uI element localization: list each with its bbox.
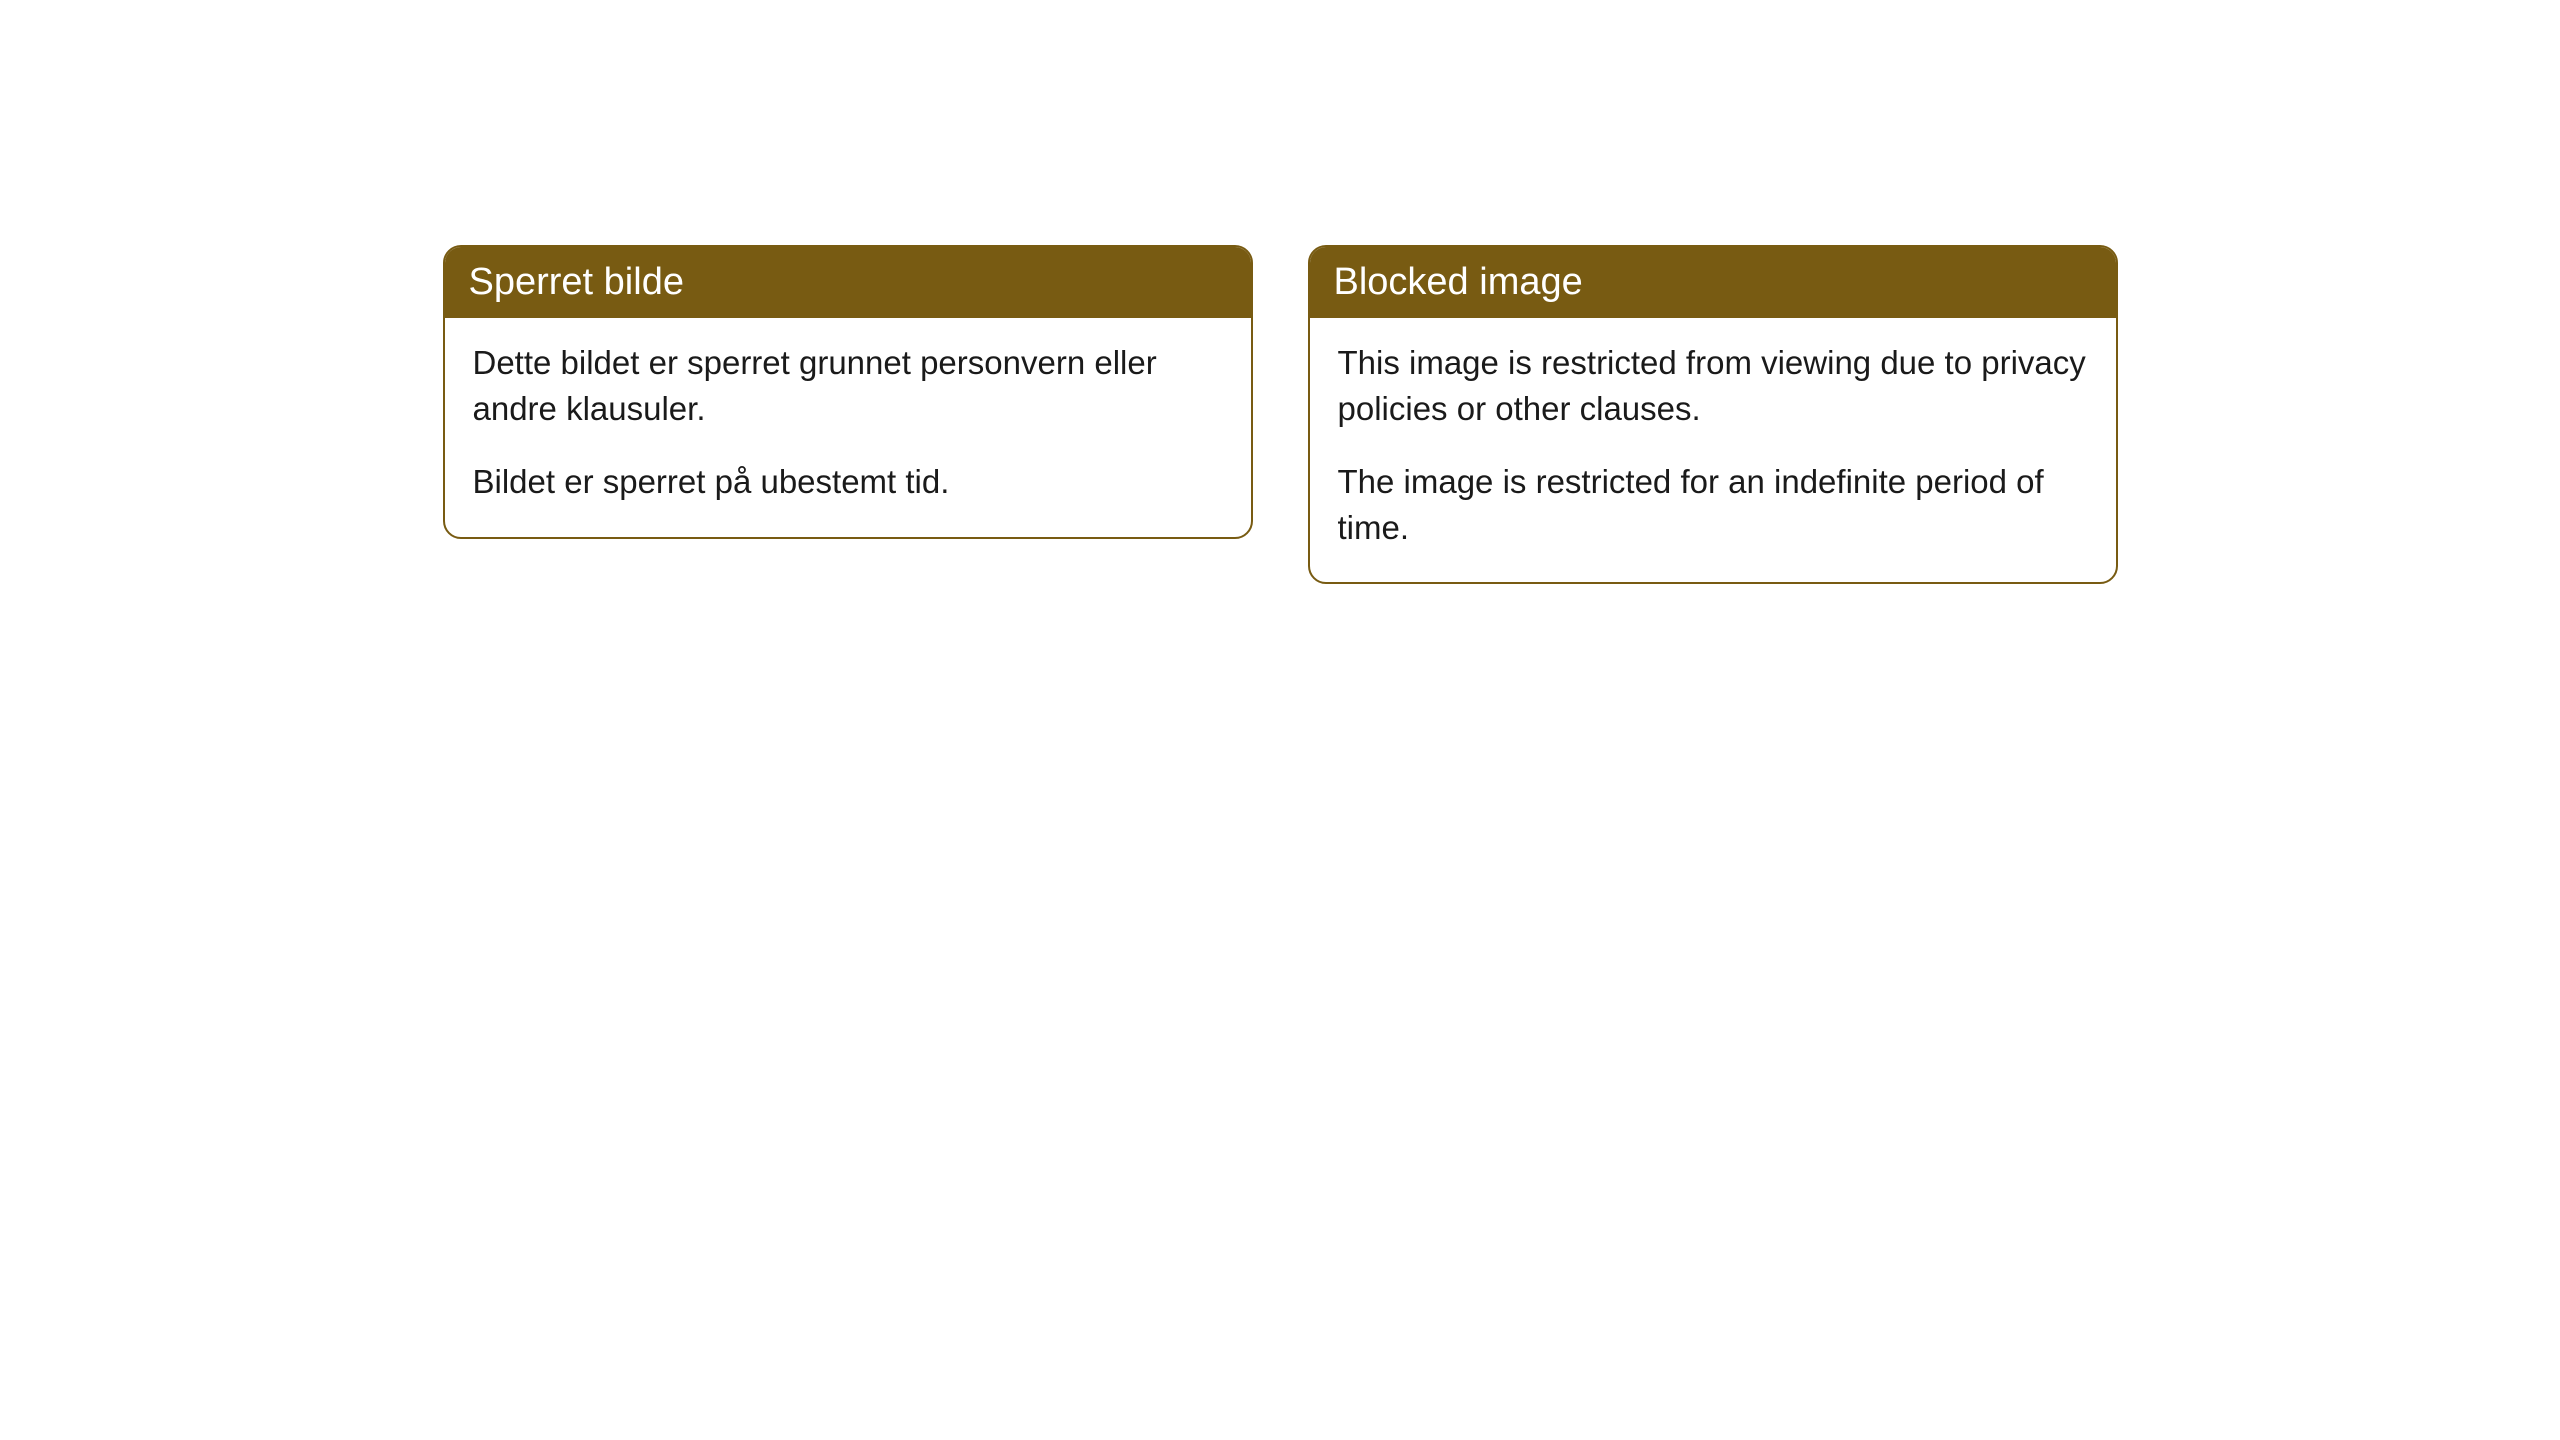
card-paragraph-1: Dette bildet er sperret grunnet personve… (473, 340, 1223, 431)
card-header: Blocked image (1310, 247, 2116, 318)
card-paragraph-2: Bildet er sperret på ubestemt tid. (473, 459, 1223, 505)
notice-cards-container: Sperret bilde Dette bildet er sperret gr… (443, 245, 2118, 1440)
blocked-image-card-english: Blocked image This image is restricted f… (1308, 245, 2118, 584)
card-paragraph-1: This image is restricted from viewing du… (1338, 340, 2088, 431)
card-header: Sperret bilde (445, 247, 1251, 318)
card-body: This image is restricted from viewing du… (1310, 318, 2116, 582)
card-body: Dette bildet er sperret grunnet personve… (445, 318, 1251, 537)
blocked-image-card-norwegian: Sperret bilde Dette bildet er sperret gr… (443, 245, 1253, 539)
card-paragraph-2: The image is restricted for an indefinit… (1338, 459, 2088, 550)
